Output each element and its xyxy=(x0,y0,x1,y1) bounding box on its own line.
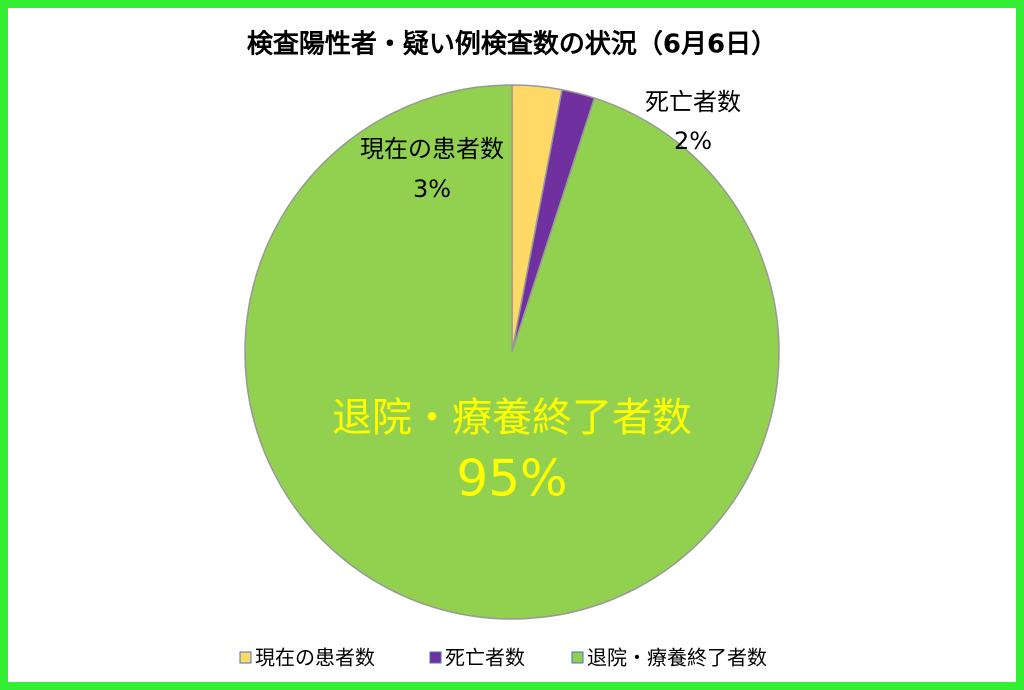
legend-swatch xyxy=(571,651,584,664)
legend-label: 現在の患者数 xyxy=(255,646,375,670)
legend-label: 退院・療養終了者数 xyxy=(587,646,767,670)
pie-slice xyxy=(244,84,780,620)
legend-label: 死亡者数 xyxy=(445,646,525,670)
legend-swatch xyxy=(239,651,252,664)
data-label-value: 2% xyxy=(674,127,712,155)
data-label-value: 95% xyxy=(456,450,567,508)
data-label-name: 退院・療養終了者数 xyxy=(332,395,692,441)
legend-swatch xyxy=(429,651,442,664)
chart-title: 検査陽性者・疑い例検査数の状況（6月6日） xyxy=(247,30,777,60)
data-label-value: 3% xyxy=(413,175,451,203)
data-label-name: 現在の患者数 xyxy=(360,135,504,163)
data-label-name: 死亡者数 xyxy=(645,88,741,116)
